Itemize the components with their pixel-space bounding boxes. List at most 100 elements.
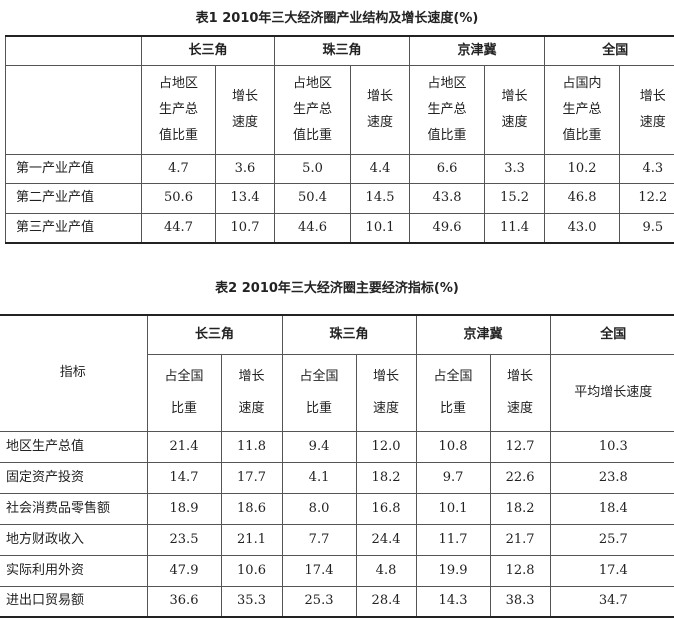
cell: 10.7 — [216, 213, 275, 243]
cell: 11.8 — [221, 431, 282, 462]
sub-header: 增长速度 — [372, 361, 399, 425]
row-label: 社会消费品零售额 — [0, 493, 147, 524]
cell: 4.4 — [351, 154, 410, 183]
cell: 17.4 — [550, 555, 674, 586]
row-label: 地方财政收入 — [0, 524, 147, 555]
cell: 43.8 — [410, 183, 485, 213]
table1-group-header: 长三角 珠三角 京津冀 全国 — [6, 36, 674, 65]
table-row: 固定资产投资 14.7 17.7 4.1 18.2 9.7 22.6 23.8 — [0, 462, 674, 493]
row-label: 实际利用外资 — [0, 555, 147, 586]
sub-header: 增长速度 — [238, 361, 265, 425]
cell: 8.0 — [282, 493, 356, 524]
cell: 4.7 — [142, 154, 216, 183]
cell: 18.2 — [490, 493, 550, 524]
row-label: 地区生产总值 — [0, 431, 147, 462]
cell: 3.6 — [216, 154, 275, 183]
cell: 21.4 — [147, 431, 221, 462]
cell: 10.3 — [550, 431, 674, 462]
sub-header: 增长速度 — [639, 84, 666, 136]
cell: 21.7 — [490, 524, 550, 555]
cell: 4.3 — [620, 154, 674, 183]
cell: 18.4 — [550, 493, 674, 524]
row-label: 第一产业产值 — [6, 154, 142, 183]
sub-header: 增长速度 — [506, 361, 533, 425]
table2-group-header: 指标 长三角 珠三角 京津冀 全国 — [0, 315, 674, 354]
cell: 5.0 — [275, 154, 351, 183]
sub-header: 平均增长速度 — [550, 354, 674, 431]
row-label: 第三产业产值 — [6, 213, 142, 243]
sub-header: 增长速度 — [231, 84, 258, 136]
group-header: 京津冀 — [410, 36, 545, 65]
table-row: 实际利用外资 47.9 10.6 17.4 4.8 19.9 12.8 17.4 — [0, 555, 674, 586]
sub-header: 占地区生产总值比重 — [158, 71, 198, 149]
row-label: 进出口贸易额 — [0, 586, 147, 617]
sub-header: 占国内生产总值比重 — [562, 71, 602, 149]
cell: 18.2 — [356, 462, 416, 493]
cell: 6.6 — [410, 154, 485, 183]
sub-header: 增长速度 — [366, 84, 393, 136]
sub-header: 占全国比重 — [164, 361, 204, 425]
cell: 25.3 — [282, 586, 356, 617]
table-row: 社会消费品零售额 18.9 18.6 8.0 16.8 10.1 18.2 18… — [0, 493, 674, 524]
cell: 10.1 — [351, 213, 410, 243]
cell: 23.8 — [550, 462, 674, 493]
cell: 28.4 — [356, 586, 416, 617]
table-row: 第一产业产值 4.7 3.6 5.0 4.4 6.6 3.3 10.2 4.3 — [6, 154, 674, 183]
cell: 13.4 — [216, 183, 275, 213]
table-row: 地方财政收入 23.5 21.1 7.7 24.4 11.7 21.7 25.7 — [0, 524, 674, 555]
table1-empty-cell — [6, 65, 142, 154]
cell: 15.2 — [485, 183, 545, 213]
cell: 7.7 — [282, 524, 356, 555]
sub-header: 增长速度 — [501, 84, 528, 136]
table-row: 进出口贸易额 36.6 35.3 25.3 28.4 14.3 38.3 34.… — [0, 586, 674, 617]
cell: 18.9 — [147, 493, 221, 524]
cell: 4.1 — [282, 462, 356, 493]
row-label: 固定资产投资 — [0, 462, 147, 493]
cell: 12.0 — [356, 431, 416, 462]
sub-header: 占地区生产总值比重 — [427, 71, 467, 149]
group-header: 京津冀 — [416, 315, 550, 354]
table-row: 地区生产总值 21.4 11.8 9.4 12.0 10.8 12.7 10.3 — [0, 431, 674, 462]
cell: 11.7 — [416, 524, 490, 555]
table-row: 第三产业产值 44.7 10.7 44.6 10.1 49.6 11.4 43.… — [6, 213, 674, 243]
cell: 14.5 — [351, 183, 410, 213]
cell: 10.2 — [545, 154, 620, 183]
group-header: 珠三角 — [275, 36, 410, 65]
cell: 9.7 — [416, 462, 490, 493]
cell: 3.3 — [485, 154, 545, 183]
cell: 43.0 — [545, 213, 620, 243]
cell: 12.7 — [490, 431, 550, 462]
table1-corner — [6, 36, 142, 65]
cell: 14.7 — [147, 462, 221, 493]
table-row: 第二产业产值 50.6 13.4 50.4 14.5 43.8 15.2 46.… — [6, 183, 674, 213]
cell: 35.3 — [221, 586, 282, 617]
group-header: 全国 — [545, 36, 674, 65]
cell: 17.7 — [221, 462, 282, 493]
cell: 10.6 — [221, 555, 282, 586]
cell: 46.8 — [545, 183, 620, 213]
cell: 44.7 — [142, 213, 216, 243]
cell: 50.6 — [142, 183, 216, 213]
group-header: 珠三角 — [282, 315, 416, 354]
cell: 49.6 — [410, 213, 485, 243]
cell: 36.6 — [147, 586, 221, 617]
cell: 17.4 — [282, 555, 356, 586]
cell: 50.4 — [275, 183, 351, 213]
table2: 指标 长三角 珠三角 京津冀 全国 占全国比重 增长速度 占全国比重 增长速度 … — [0, 314, 674, 618]
cell: 10.1 — [416, 493, 490, 524]
group-header: 全国 — [550, 315, 674, 354]
cell: 16.8 — [356, 493, 416, 524]
group-header: 长三角 — [147, 315, 282, 354]
cell: 9.5 — [620, 213, 674, 243]
cell: 47.9 — [147, 555, 221, 586]
cell: 11.4 — [485, 213, 545, 243]
cell: 12.8 — [490, 555, 550, 586]
cell: 34.7 — [550, 586, 674, 617]
sub-header: 占全国比重 — [433, 361, 473, 425]
sub-header: 占地区生产总值比重 — [292, 71, 332, 149]
cell: 22.6 — [490, 462, 550, 493]
cell: 18.6 — [221, 493, 282, 524]
cell: 25.7 — [550, 524, 674, 555]
table1-sub-header: 占地区生产总值比重 增长速度 占地区生产总值比重 增长速度 占地区生产总值比重 … — [6, 65, 674, 154]
cell: 12.2 — [620, 183, 674, 213]
